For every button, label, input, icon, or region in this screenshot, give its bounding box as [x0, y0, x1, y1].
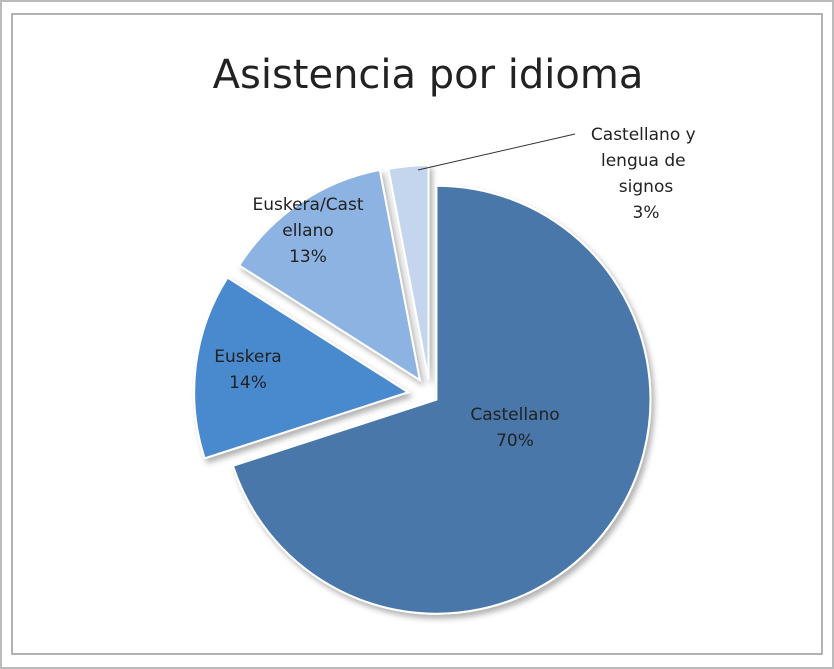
slice-label: Euskera/Cast ellano [252, 195, 363, 241]
label-line: Castellano [470, 405, 559, 425]
label-line: Euskera/Cast [252, 195, 363, 215]
pie-slice [237, 168, 422, 383]
label-line: ellano [282, 221, 334, 241]
chart-title: Asistencia por idioma [213, 52, 644, 98]
value-label: 3% [633, 203, 660, 223]
label-line: lengua de [601, 151, 691, 171]
pie [193, 164, 652, 615]
pie-slice [193, 276, 411, 460]
label-line: Euskera [214, 347, 281, 367]
pie-slice [231, 184, 652, 615]
slice-label: Castellano [470, 405, 559, 425]
label-line: signos [619, 177, 674, 197]
slice-label: Castellano y lengua de signos [591, 125, 701, 197]
value-label: 14% [229, 373, 267, 393]
value-label: 13% [289, 247, 327, 267]
leader-line [417, 133, 576, 171]
slice-label: Euskera [214, 347, 281, 367]
label-line: Castellano y [591, 125, 701, 145]
value-label: 70% [496, 431, 534, 451]
pie-slice [387, 164, 430, 380]
